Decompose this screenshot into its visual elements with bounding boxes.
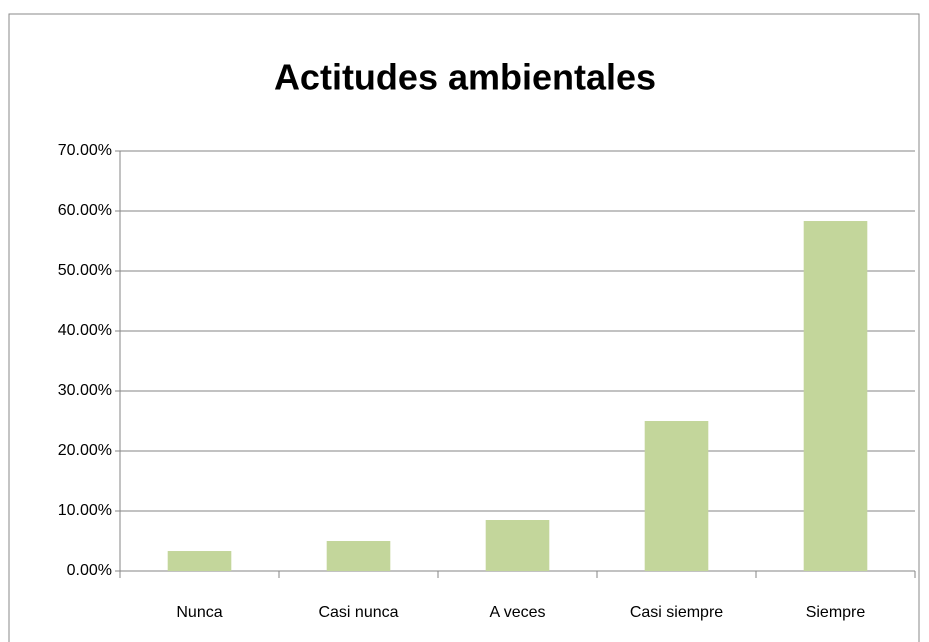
x-tick-label: Casi siempre <box>630 604 723 621</box>
bar <box>167 551 232 571</box>
chart-title: Actitudes ambientales <box>274 57 656 98</box>
y-tick-label: 10.00% <box>58 502 112 519</box>
y-tick-label: 40.00% <box>58 322 112 339</box>
chart-frame <box>8 13 920 642</box>
y-tick-label: 50.00% <box>58 262 112 279</box>
bar <box>485 520 550 571</box>
bar <box>326 541 391 571</box>
y-tick-label: 0.00% <box>67 562 112 579</box>
x-tick-label: Nunca <box>176 604 222 621</box>
x-tick-label: Siempre <box>806 604 866 621</box>
y-tick-label: 30.00% <box>58 382 112 399</box>
bar <box>644 421 709 571</box>
bar <box>803 221 868 571</box>
x-tick-label: A veces <box>489 604 545 621</box>
y-tick-label: 60.00% <box>58 202 112 219</box>
y-tick-label: 20.00% <box>58 442 112 459</box>
y-tick-label: 70.00% <box>58 142 112 159</box>
x-tick-label: Casi nunca <box>318 604 398 621</box>
